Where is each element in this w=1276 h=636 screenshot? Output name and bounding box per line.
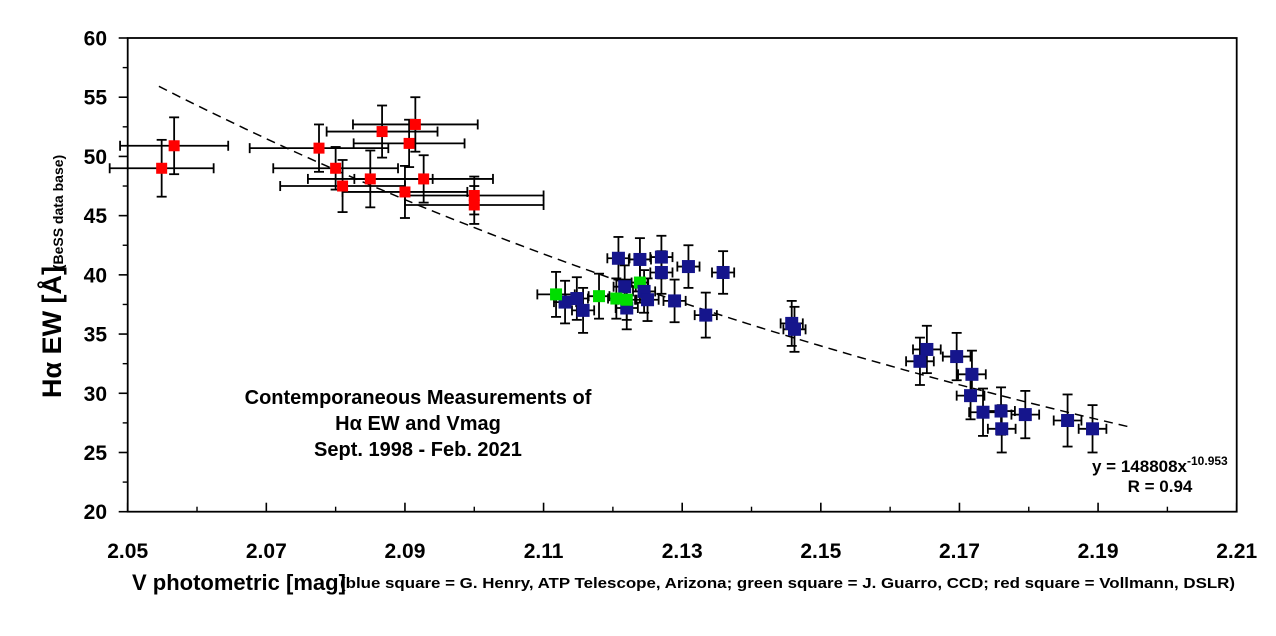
data-point-blue[interactable] [913,354,927,368]
fit-equation: y = 148808x-10.953 [1092,454,1228,476]
y-tick-label: 60 [84,28,107,51]
x-tick-label: 2.19 [1078,540,1119,563]
y-tick-label: 50 [84,146,107,169]
data-point-green[interactable] [550,288,563,301]
fit-r-value: R = 0.94 [1128,477,1193,496]
y-tick-label: 25 [84,442,108,465]
data-point-red[interactable] [156,162,168,174]
data-point-blue[interactable] [699,308,713,322]
data-point-red[interactable] [418,173,430,185]
x-tick-label: 2.21 [1216,540,1257,563]
data-point-blue[interactable] [618,280,632,294]
y-tick-label: 20 [84,501,107,524]
data-point-blue[interactable] [964,389,978,403]
y-axis-title-note: (BeSS data base) [50,155,66,269]
annotation-line: Contemporaneous Measurements of [245,387,592,409]
data-point-blue[interactable] [787,322,801,336]
data-point-red[interactable] [330,162,342,174]
y-tick-label: 45 [84,205,108,228]
data-point-blue[interactable] [1061,414,1075,428]
x-tick-label: 2.11 [524,540,564,563]
data-point-red[interactable] [337,180,349,192]
x-axis-title: V photometric [mag] [132,570,346,595]
data-point-blue[interactable] [716,265,730,279]
annotation-line: Sept. 1998 - Feb. 2021 [314,439,522,461]
x-tick-label: 2.17 [939,540,980,563]
data-point-red[interactable] [468,190,480,202]
data-point-green[interactable] [620,293,633,306]
x-tick-label: 2.13 [662,540,703,563]
plot-border [126,37,1238,513]
data-point-blue[interactable] [995,422,1009,436]
data-point-blue[interactable] [641,293,655,307]
y-tick-label: 30 [84,383,107,406]
data-point-blue[interactable] [611,251,625,265]
y-tick-label: 35 [84,324,108,347]
x-axis-title-note: (blue square = G. Henry, ATP Telescope, … [340,575,1235,592]
data-point-blue[interactable] [976,405,990,419]
y-tick-label: 40 [84,264,107,287]
y-tick-label: 55 [84,87,108,110]
data-point-red[interactable] [168,140,180,152]
data-point-blue[interactable] [1086,422,1100,436]
data-point-blue[interactable] [633,252,647,266]
data-point-red[interactable] [399,186,411,198]
data-point-red[interactable] [376,126,388,138]
x-tick-label: 2.05 [107,540,148,563]
y-axis-title: Hα EW [Å] [36,266,67,398]
x-tick-label: 2.15 [800,540,841,563]
data-point-blue[interactable] [654,250,668,264]
data-point-blue[interactable] [1018,408,1032,422]
data-point-red[interactable] [409,118,421,130]
data-point-blue[interactable] [920,342,934,356]
data-point-blue[interactable] [681,260,695,274]
data-point-blue[interactable] [654,265,668,279]
annotation-line: Hα EW and Vmag [335,413,501,435]
data-point-green[interactable] [610,292,623,305]
data-point-blue[interactable] [668,294,682,308]
data-point-blue[interactable] [576,303,590,317]
data-point-red[interactable] [364,173,376,185]
data-point-blue[interactable] [950,350,964,364]
data-point-red[interactable] [313,142,325,154]
data-point-blue[interactable] [994,404,1008,418]
data-point-blue[interactable] [965,367,979,381]
x-tick-label: 2.09 [385,540,426,563]
data-point-red[interactable] [403,137,415,149]
data-point-green[interactable] [593,290,606,303]
data-point-blue[interactable] [570,292,584,306]
data-point-red[interactable] [468,199,480,211]
x-tick-label: 2.07 [246,540,287,563]
